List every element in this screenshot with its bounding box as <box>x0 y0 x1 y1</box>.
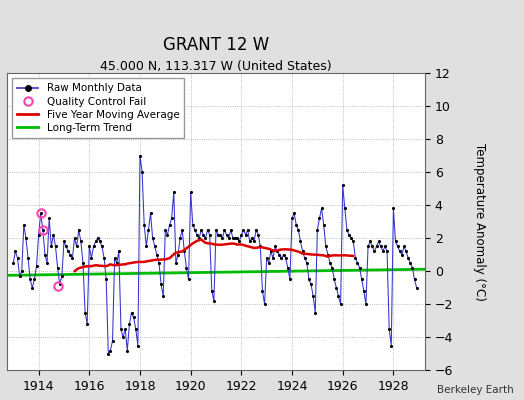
Y-axis label: Temperature Anomaly (°C): Temperature Anomaly (°C) <box>473 143 486 300</box>
Legend: Raw Monthly Data, Quality Control Fail, Five Year Moving Average, Long-Term Tren: Raw Monthly Data, Quality Control Fail, … <box>12 78 184 138</box>
Text: Berkeley Earth: Berkeley Earth <box>437 385 514 395</box>
Text: GRANT 12 W: GRANT 12 W <box>163 36 269 54</box>
Title: 45.000 N, 113.317 W (United States): 45.000 N, 113.317 W (United States) <box>100 60 332 73</box>
